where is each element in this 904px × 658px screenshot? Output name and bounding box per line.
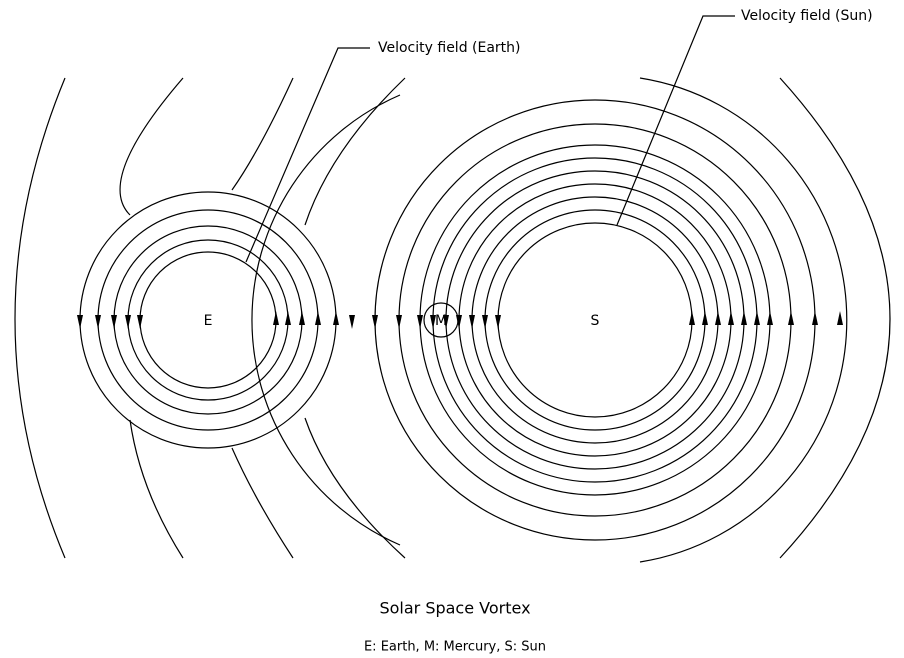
earth-label: E — [204, 313, 213, 329]
arrow — [689, 311, 695, 325]
arrow — [396, 315, 402, 329]
arrow — [767, 311, 773, 325]
arrow — [754, 311, 760, 325]
earth-field-label: Velocity field (Earth) — [378, 40, 521, 56]
arrow — [702, 311, 708, 325]
arrow — [482, 315, 488, 329]
arrow — [372, 315, 378, 329]
arrow — [837, 311, 843, 325]
arrow — [95, 315, 101, 329]
arrow — [495, 315, 501, 329]
field-arc — [129, 419, 184, 559]
arrow — [333, 311, 339, 325]
leader-line — [245, 47, 370, 263]
arrow — [349, 315, 355, 329]
field-arc — [119, 77, 184, 216]
field-arc — [14, 77, 66, 559]
field-arc — [231, 447, 294, 559]
leader-line — [616, 15, 735, 226]
arrow — [137, 315, 143, 329]
field-arc — [304, 77, 406, 226]
arrow — [741, 311, 747, 325]
field-arc — [304, 417, 406, 559]
arrow — [417, 315, 423, 329]
arrow — [788, 311, 794, 325]
caption: E: Earth, M: Mercury, S: Sun — [364, 640, 546, 655]
vortex-ring — [639, 77, 848, 563]
arrow — [728, 311, 734, 325]
sun-field-label: Velocity field (Sun) — [741, 8, 873, 24]
arrow — [315, 311, 321, 325]
sun-label: S — [591, 313, 600, 329]
mercury-label: M — [435, 313, 447, 329]
field-arc — [779, 77, 891, 559]
arrow — [812, 311, 818, 325]
mercury-body — [423, 302, 459, 338]
vortex-ring — [251, 94, 401, 546]
arrow — [125, 315, 131, 329]
arrow — [430, 315, 436, 329]
arrow — [715, 311, 721, 325]
arrow — [299, 311, 305, 325]
field-lines — [14, 15, 891, 563]
arrow — [443, 315, 449, 329]
arrow — [469, 315, 475, 329]
field-arc — [231, 77, 294, 191]
arrow — [111, 315, 117, 329]
arrow — [77, 315, 83, 329]
arrow — [285, 311, 291, 325]
arrow — [273, 311, 279, 325]
title: Solar Space Vortex — [379, 599, 530, 618]
